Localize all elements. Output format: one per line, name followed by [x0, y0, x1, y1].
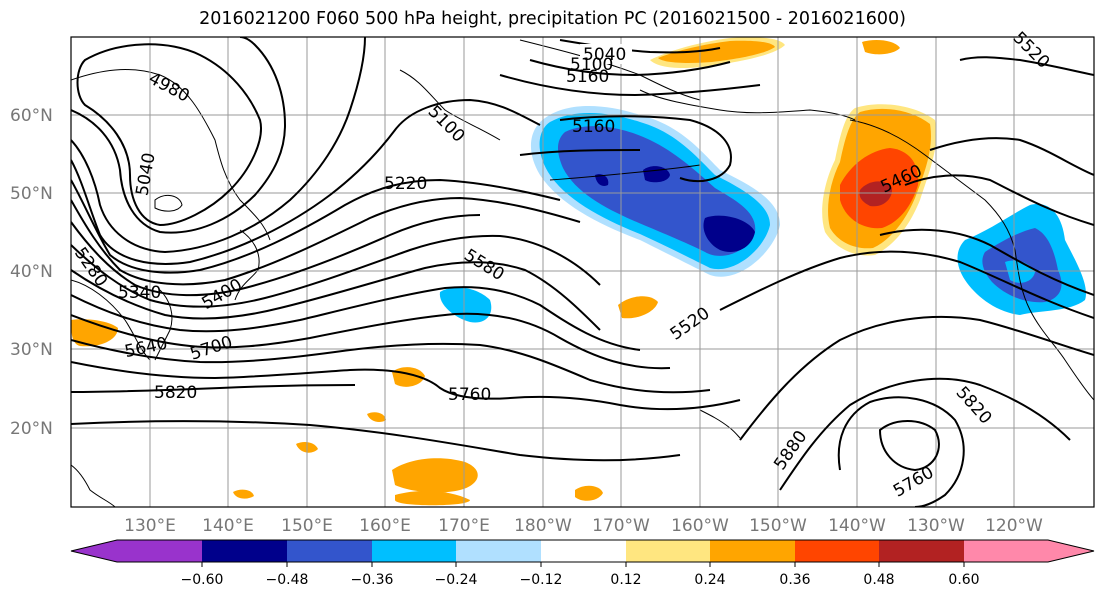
- lon-label: 130°W: [907, 516, 965, 536]
- lon-label: 170°W: [592, 516, 650, 536]
- colorbar-tick: 0.60: [948, 572, 979, 588]
- lat-label: 40°N: [10, 262, 53, 282]
- latitude-labels: 60°N 50°N 40°N 30°N 20°N: [10, 106, 53, 439]
- lon-label: 140°E: [202, 516, 254, 536]
- map-title: 2016021200 F060 500 hPa height, precipit…: [199, 9, 906, 29]
- contour-label: 5160: [566, 67, 609, 87]
- colorbar-segment: [117, 540, 202, 562]
- lat-label: 50°N: [10, 184, 53, 204]
- lon-label: 140°W: [828, 516, 886, 536]
- lon-label: 170°E: [438, 516, 490, 536]
- contour-label: 5100: [570, 55, 613, 75]
- colorbar-tick: 0.48: [863, 572, 894, 588]
- lat-label: 20°N: [10, 419, 53, 439]
- colorbar-tick: −0.12: [520, 572, 563, 588]
- colorbar-tick: −0.24: [435, 572, 478, 588]
- precip-shading: [71, 37, 1086, 506]
- contour-label: 5220: [384, 174, 427, 194]
- map-frame: [70, 36, 1095, 508]
- contour-label: 5820: [154, 383, 197, 403]
- height-contours: [71, 37, 1094, 507]
- lat-label: 30°N: [10, 340, 53, 360]
- contour-label: 5040: [583, 45, 626, 65]
- colorbar-segment: [1048, 540, 1094, 562]
- colorbar-segment: [71, 540, 117, 562]
- graticule: [71, 37, 1094, 507]
- contour-label: 5760: [448, 385, 491, 405]
- lon-label: 160°W: [671, 516, 729, 536]
- contour-label: 5160: [572, 117, 615, 137]
- lon-label: 160°E: [359, 516, 411, 536]
- lon-label: 130°E: [124, 516, 176, 536]
- colorbar-tick: 0.36: [779, 572, 810, 588]
- colorbar-segment: [287, 540, 372, 562]
- colorbar-tick: −0.60: [181, 572, 224, 588]
- longitude-labels: 130°E 140°E 150°E 160°E 170°E 180°W 170°…: [124, 516, 1043, 536]
- colorbar-segment: [964, 540, 1048, 562]
- colorbar-tick: 0.24: [694, 572, 725, 588]
- lon-label: 120°W: [985, 516, 1043, 536]
- colorbar-tick: −0.48: [266, 572, 309, 588]
- contour-label: 5340: [118, 283, 161, 303]
- lon-label: 150°E: [281, 516, 333, 536]
- colorbar-segment: [372, 540, 456, 562]
- colorbar-segment: [202, 540, 287, 562]
- lon-label: 150°W: [749, 516, 807, 536]
- lat-label: 60°N: [10, 106, 53, 126]
- colorbar-segment: [626, 540, 710, 562]
- colorbar-segment: [879, 540, 964, 562]
- colorbar-segment: [541, 540, 626, 562]
- colorbar: −0.60 −0.48 −0.36 −0.24 −0.12 0.12 0.24 …: [70, 539, 1095, 588]
- colorbar-segment: [456, 540, 541, 562]
- colorbar-tick: −0.36: [351, 572, 394, 588]
- colorbar-segment: [710, 540, 795, 562]
- colorbar-tick: 0.12: [610, 572, 641, 588]
- colorbar-segment: [795, 540, 879, 562]
- lon-label: 180°W: [514, 516, 572, 536]
